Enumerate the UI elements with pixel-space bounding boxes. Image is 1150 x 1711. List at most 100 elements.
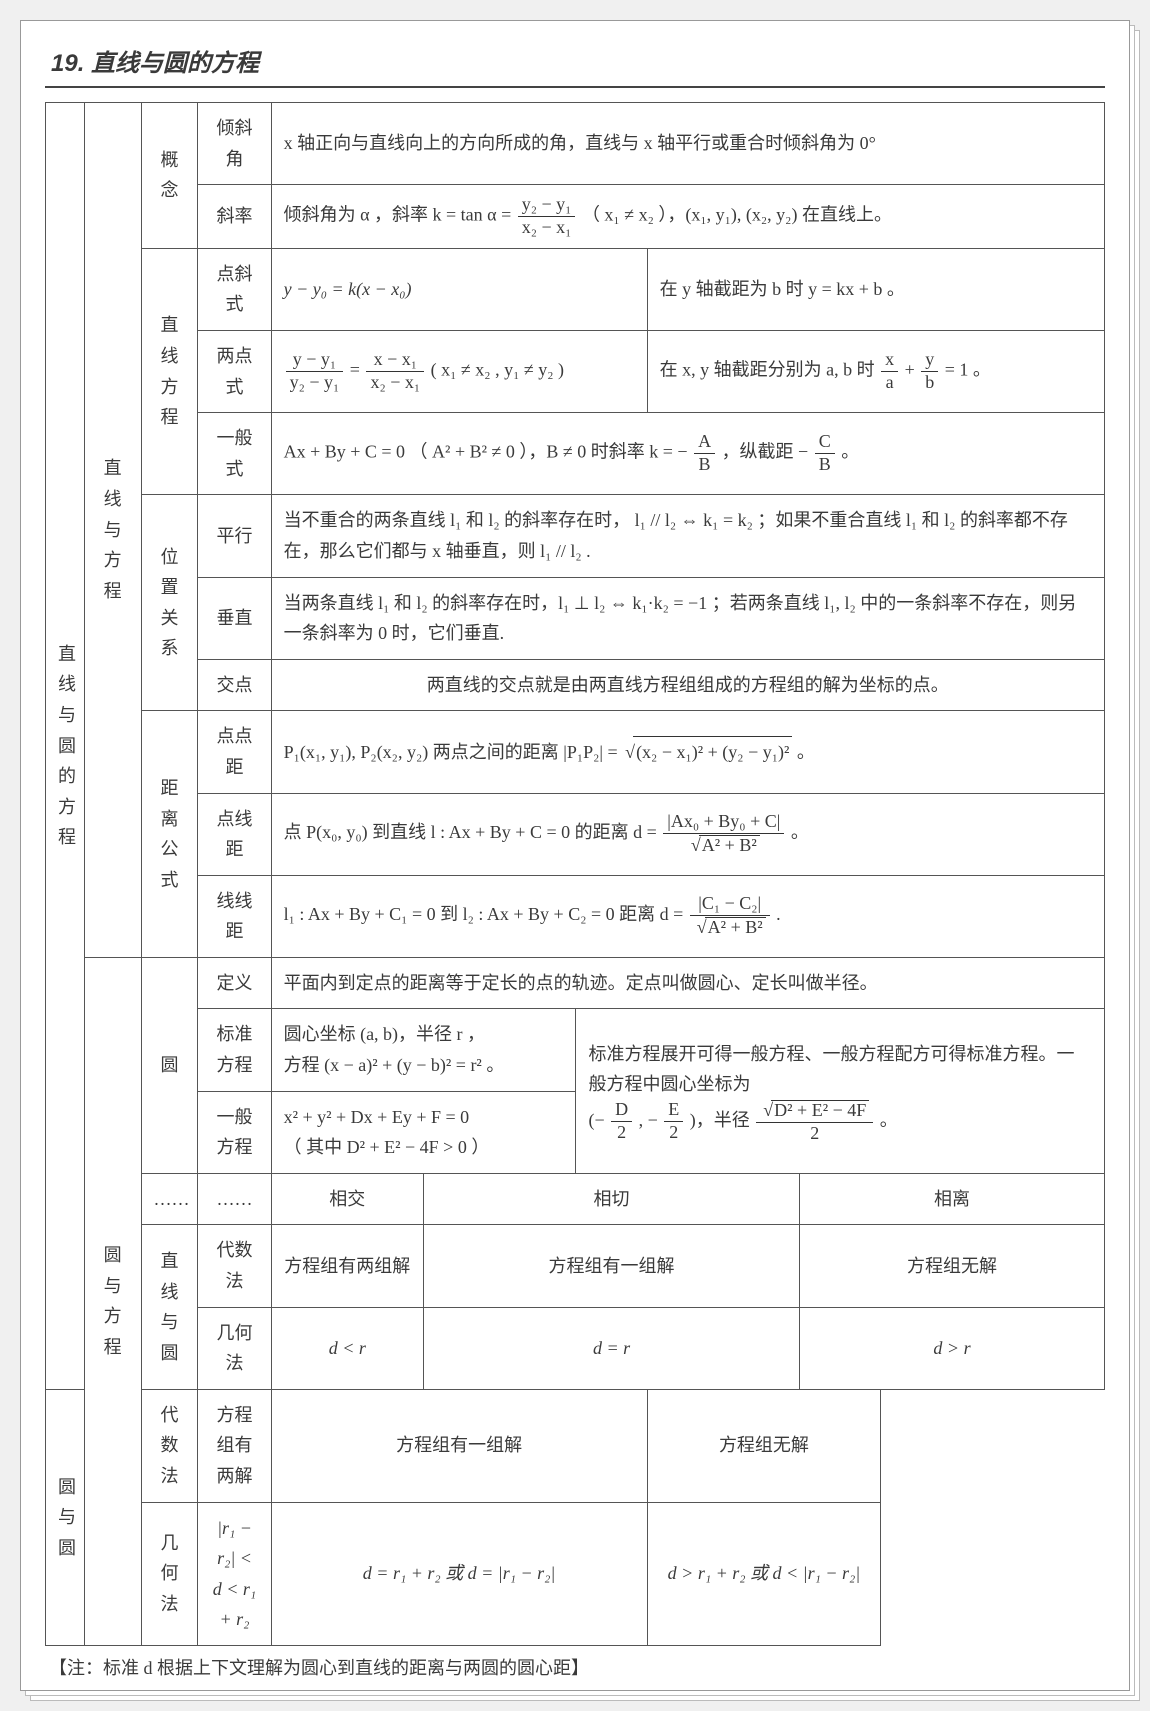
tpr-post: = 1 。	[945, 360, 991, 380]
circle-header: 圆与方程	[84, 957, 141, 1645]
cr-f1n: D	[611, 1100, 632, 1122]
ll-post: .	[776, 904, 781, 924]
gen-f1d: B	[694, 454, 715, 475]
cc-alg-c1: 方程组有两解	[198, 1389, 271, 1502]
gen-label2: 一般方程	[198, 1091, 271, 1173]
angle-label: 倾斜角	[198, 103, 271, 185]
cr-post: 。	[880, 1110, 898, 1130]
perp-text: 当两条直线 l₁ 和 l₂ 的斜率存在时，l₁ ⊥ l₂ ⇔ k₁·k₂ = −…	[271, 577, 1104, 659]
cc-alg-c2: 方程组有一组解	[271, 1389, 647, 1502]
slope-frac: y₂ − y₁ x₂ − x₁	[518, 195, 576, 238]
lc-geo-c2: d = r	[424, 1307, 800, 1389]
cc-geo-label: 几何法	[141, 1502, 198, 1645]
concept-header: 概念	[141, 103, 198, 249]
gen-f2d: B	[815, 454, 835, 475]
slope-num: y₂ − y₁	[518, 195, 576, 217]
dots-2: ……	[198, 1173, 271, 1225]
tpr-plus: +	[905, 360, 920, 380]
rel-col2: 相切	[424, 1173, 800, 1225]
pointslope-formula-span: y − y₀ = k(x − x₀)	[284, 279, 412, 299]
lc-geo-c3: d > r	[800, 1307, 1105, 1389]
parallel-label: 平行	[198, 495, 271, 577]
dots-1: ……	[141, 1173, 198, 1225]
cr-f2d: 2	[664, 1122, 683, 1143]
tpr-f2n: y	[921, 350, 938, 372]
gen-text2: x² + y² + Dx + Ey + F = 0 （ 其中 D² + E² −…	[271, 1091, 576, 1173]
std-label: 标准方程	[198, 1009, 271, 1091]
cr-mid: , −	[639, 1110, 663, 1130]
cr-radden: 2	[756, 1123, 873, 1144]
tp-f1n: y − y₁	[286, 350, 344, 372]
general-label: 一般式	[198, 413, 271, 495]
pl-num: |Ax₀ + By₀ + C|	[663, 812, 784, 834]
perp-label: 垂直	[198, 577, 271, 659]
intersect-label: 交点	[198, 659, 271, 711]
footnote: 【注：标准 d 根据上下文理解为圆心到直线的距离与两圆的圆心距】	[45, 1646, 1105, 1680]
pl-post: 。	[791, 822, 809, 842]
cr-f2n: E	[664, 1100, 683, 1122]
main-table: 直线与圆的方程 直线与方程 概念 倾斜角 x 轴正向与直线向上的方向所成的角，直…	[45, 102, 1105, 1646]
page-stack: 19. 直线与圆的方程 直线与圆的方程 直线与方程 概念 倾斜角 x 轴正向与直…	[20, 20, 1130, 1691]
gen-f2n: C	[815, 432, 835, 454]
lc-geo-label: 几何法	[198, 1307, 271, 1389]
pp-text: P₁(x₁, y₁), P₂(x₂, y₂) 两点之间的距离 |P₁P₂| = …	[271, 711, 1104, 793]
cc-alg-c3: 方程组无解	[647, 1389, 881, 1502]
ll-pre: l₁ : Ax + By + C₁ = 0 到 l₂ : Ax + By + C…	[284, 904, 688, 924]
ll-label: 线线距	[198, 875, 271, 957]
rel-col1: 相交	[271, 1173, 423, 1225]
cc-geo-c2: d = r₁ + r₂ 或 d = |r₁ − r₂|	[271, 1502, 647, 1645]
lc-alg-c3: 方程组无解	[800, 1225, 1105, 1307]
cr-f1d: 2	[611, 1122, 632, 1143]
gen-l2: （ 其中 D² + E² − 4F > 0 ）	[284, 1137, 490, 1157]
tpr-f2d: b	[921, 372, 938, 393]
angle-text-span: x 轴正向与直线向上的方向所成的角，直线与 x 轴平行或重合时倾斜角为 0°	[284, 133, 876, 153]
dist-header: 距离公式	[141, 711, 198, 958]
pl-den: A² + B²	[699, 835, 760, 856]
lc-alg-c2: 方程组有一组解	[424, 1225, 800, 1307]
intersect-text: 两直线的交点就是由两直线方程组组成的方程组的解为坐标的点。	[271, 659, 1104, 711]
cr-pre: 标准方程展开可得一般方程、一般方程配方可得标准方程。一般方程中圆心坐标为	[588, 1044, 1074, 1095]
twopoint-label: 两点式	[198, 330, 271, 412]
slope-suffix: （ x₁ ≠ x₂ ），(x₁, y₁), (x₂, y₂) 在直线上。	[582, 205, 892, 225]
line-header: 直线与方程	[84, 103, 141, 958]
slope-prefix: 倾斜角为 α ，斜率 k = tan α =	[284, 205, 516, 225]
twopoint-left: y − y₁y₂ − y₁ = x − x₁x₂ − x₁ ( x₁ ≠ x₂ …	[271, 330, 647, 412]
circle-right: 标准方程展开可得一般方程、一般方程配方可得标准方程。一般方程中圆心坐标为 (− …	[576, 1009, 1105, 1173]
tp-f1d: y₂ − y₁	[286, 372, 344, 393]
cc-alg-label: 代数法	[141, 1389, 198, 1502]
gen-mid: ，纵截距 −	[722, 442, 813, 462]
pos-header: 位置关系	[141, 495, 198, 711]
general-text: Ax + By + C = 0 （ A² + B² ≠ 0 ），B ≠ 0 时斜…	[271, 413, 1104, 495]
pointslope-right: 在 y 轴截距为 b 时 y = kx + b 。	[647, 248, 1104, 330]
cr-radfrac: D² + E² − 4F 2	[756, 1100, 873, 1144]
def-label: 定义	[198, 957, 271, 1009]
pl-pre: 点 P(x₀, y₀) 到直线 l : Ax + By + C = 0 的距离 …	[284, 822, 662, 842]
ll-text: l₁ : Ax + By + C₁ = 0 到 l₂ : Ax + By + C…	[271, 875, 1104, 957]
std-text: 圆心坐标 (a, b)，半径 r ， 方程 (x − a)² + (y − b)…	[271, 1009, 576, 1091]
tpr-pre: 在 x, y 轴截距分别为 a, b 时	[660, 360, 880, 380]
eq-header: 直线方程	[141, 248, 198, 495]
pl-text: 点 P(x₀, y₀) 到直线 l : Ax + By + C = 0 的距离 …	[271, 793, 1104, 875]
cr-cx: (−	[588, 1110, 609, 1130]
gen-pre: Ax + By + C = 0 （ A² + B² ≠ 0 ），B ≠ 0 时斜…	[284, 442, 692, 462]
rel-col3: 相离	[800, 1173, 1105, 1225]
gen-f1n: A	[694, 432, 715, 454]
tp-eq: =	[350, 360, 365, 380]
twopoint-right: 在 x, y 轴截距分别为 a, b 时 xa + yb = 1 。	[647, 330, 1104, 412]
slope-label: 斜率	[198, 185, 271, 249]
page: 19. 直线与圆的方程 直线与圆的方程 直线与方程 概念 倾斜角 x 轴正向与直…	[20, 20, 1130, 1691]
tpr-f1n: x	[881, 350, 898, 372]
lc-geo-c1: d < r	[271, 1307, 423, 1389]
parallel-text: 当不重合的两条直线 l₁ 和 l₂ 的斜率存在时， l₁ // l₂ ⇔ k₁ …	[271, 495, 1104, 577]
lc-alg-label: 代数法	[198, 1225, 271, 1307]
left-header: 直线与圆的方程	[46, 103, 85, 1390]
angle-text: x 轴正向与直线向上的方向所成的角，直线与 x 轴平行或重合时倾斜角为 0°	[271, 103, 1104, 185]
cc-geo-c3: d > r₁ + r₂ 或 d < |r₁ − r₂|	[647, 1502, 881, 1645]
lc-alg-c1: 方程组有两组解	[271, 1225, 423, 1307]
tpr-f1d: a	[881, 372, 898, 393]
cr-radnum: D² + E² − 4F	[771, 1100, 869, 1121]
tp-cond: ( x₁ ≠ x₂ , y₁ ≠ y₂ )	[431, 360, 564, 380]
slope-den: x₂ − x₁	[518, 217, 576, 238]
tp-f2d: x₂ − x₁	[366, 372, 424, 393]
pl-label: 点线距	[198, 793, 271, 875]
